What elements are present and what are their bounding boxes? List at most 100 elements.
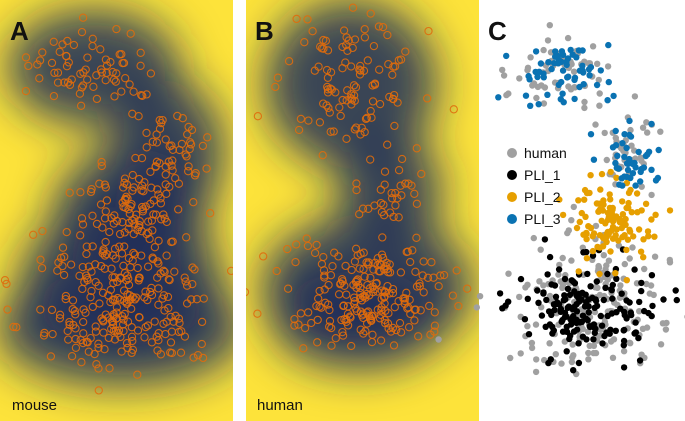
scatter-point xyxy=(193,351,203,360)
scatter-point-human xyxy=(570,68,578,75)
scatter-point xyxy=(163,292,173,302)
scatter-point xyxy=(49,91,59,101)
scatter-point-pli-3 xyxy=(567,46,574,54)
scatter-point-human xyxy=(641,265,648,273)
scatter-point-human xyxy=(604,63,612,70)
legend-swatch-pli-2 xyxy=(507,192,517,202)
scatter-point xyxy=(335,103,344,112)
scatter-point xyxy=(47,305,57,315)
scatter-point xyxy=(115,50,124,59)
scatter-point xyxy=(226,266,233,276)
scatter-point xyxy=(190,265,199,274)
scatter-point xyxy=(356,66,365,75)
scatter-point-human xyxy=(592,121,599,128)
scatter-point xyxy=(36,255,45,264)
scatter-point-pli-2 xyxy=(624,236,632,243)
scatter-point-pli-3 xyxy=(536,68,543,76)
scatter-point xyxy=(429,273,438,282)
scatter-point xyxy=(352,185,361,195)
scatter-point-pli-1 xyxy=(648,312,655,320)
scatter-point-pli-1 xyxy=(673,296,680,304)
scatter-point-human xyxy=(601,129,608,137)
scatter-point-human xyxy=(638,183,645,190)
scatter-point xyxy=(419,288,428,297)
scatter-point xyxy=(121,74,130,83)
scatter-point-pli-3 xyxy=(637,168,644,176)
scatter-point xyxy=(108,295,118,304)
scatter-point xyxy=(118,312,127,321)
scatter-point-human xyxy=(517,350,524,357)
scatter-point xyxy=(50,68,59,78)
scatter-point xyxy=(86,293,95,302)
scatter-point-pli-2 xyxy=(623,204,630,212)
scatter-point xyxy=(406,309,415,319)
scatter-point-pli-3 xyxy=(573,54,580,61)
scatter-point xyxy=(357,311,367,320)
scatter-point-human xyxy=(546,340,553,347)
scatter-point xyxy=(100,180,110,189)
scatter-point xyxy=(76,101,86,110)
scatter-point xyxy=(312,301,321,311)
scatter-point xyxy=(157,215,166,224)
scatter-point-pli-2 xyxy=(645,233,652,240)
scatter-point xyxy=(96,200,106,209)
scatter-point-pli-2 xyxy=(581,196,588,203)
scatter-point xyxy=(122,338,132,348)
scatter-point-pli-2 xyxy=(648,216,655,223)
scatter-point xyxy=(135,273,144,282)
scatter-point xyxy=(146,167,155,176)
scatter-point xyxy=(65,80,75,90)
scatter-point xyxy=(99,245,108,254)
scatter-point-pli-3 xyxy=(587,131,595,138)
scatter-point xyxy=(434,282,443,291)
legend-label-pli-1: PLI_1 xyxy=(524,167,561,183)
scatter-point-pli-3 xyxy=(621,173,628,180)
scatter-point xyxy=(338,95,347,105)
scatter-point-human xyxy=(564,229,571,237)
scatter-point-human xyxy=(568,257,575,264)
scatter-point-pli-2 xyxy=(613,174,620,181)
scatter-point xyxy=(324,300,333,309)
scatter-point xyxy=(95,299,104,308)
scatter-point xyxy=(141,202,150,211)
scatter-point xyxy=(106,285,115,295)
scatter-point-pli-1 xyxy=(551,282,559,289)
scatter-point xyxy=(184,162,193,171)
scatter-point-human xyxy=(544,37,552,44)
scatter-point xyxy=(198,353,208,363)
scatter-point-human xyxy=(546,22,553,29)
scatter-point xyxy=(118,218,127,227)
scatter-point-pli-1 xyxy=(552,293,560,300)
scatter-point-human xyxy=(627,340,634,347)
scatter-point xyxy=(127,323,136,332)
scatter-point xyxy=(119,286,129,295)
scatter-point-human xyxy=(584,328,592,335)
scatter-point xyxy=(113,277,122,287)
scatter-point-human xyxy=(644,129,651,136)
scatter-point xyxy=(361,114,371,124)
scatter-point xyxy=(109,219,118,228)
scatter-point xyxy=(387,194,397,203)
scatter-point xyxy=(352,179,361,188)
scatter-point-pli-1 xyxy=(607,326,614,333)
scatter-point-human xyxy=(643,119,650,126)
scatter-point xyxy=(112,24,121,34)
scatter-point xyxy=(362,319,372,328)
scatter-point xyxy=(310,248,320,258)
scatter-point xyxy=(361,293,370,302)
scatter-point xyxy=(141,322,150,332)
scatter-point-human xyxy=(568,60,575,68)
legend-item-pli-3: PLI_3 xyxy=(507,211,561,227)
scatter-point xyxy=(2,279,11,289)
scatter-point xyxy=(35,74,44,83)
scatter-point xyxy=(292,14,301,24)
scatter-point xyxy=(69,320,78,330)
scatter-point-pli-3 xyxy=(619,140,626,147)
scatter-point xyxy=(151,162,160,171)
scatter-point xyxy=(53,68,63,77)
scatter-point xyxy=(452,266,461,275)
scatter-point xyxy=(423,94,432,103)
scatter-point-pli-1 xyxy=(592,297,600,305)
scatter-point xyxy=(37,263,47,273)
scatter-point xyxy=(124,280,134,290)
